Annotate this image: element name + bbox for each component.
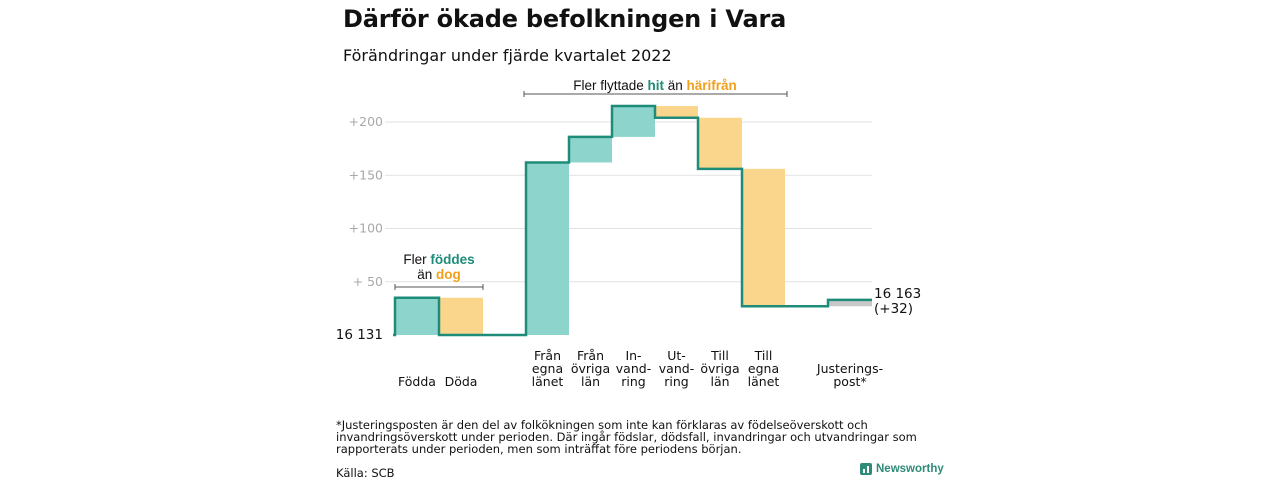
x-category-label: Till <box>754 348 773 363</box>
waterfall-bar <box>569 136 612 163</box>
x-category-label: egna <box>748 361 779 376</box>
chart-title: Därför ökade befolkningen i Vara <box>343 5 787 33</box>
y-tick-label: +100 <box>349 221 383 236</box>
brand-name: Newsworthy <box>876 463 944 475</box>
waterfall-bar <box>439 297 483 335</box>
x-category-label: Födda <box>398 374 436 389</box>
waterfall-bar <box>742 168 785 307</box>
waterfall-chart: + 50+100+150+200 Födda DödaFrånegnalänetF… <box>336 78 922 389</box>
births-annotation-line1: Fler föddes <box>403 252 474 267</box>
label-layer: Födda DödaFrånegnalänetFrånövrigalänIn-va… <box>336 286 922 389</box>
x-category-label: län <box>710 374 729 389</box>
x-category-label: In- <box>625 348 641 363</box>
waterfall-bar <box>655 106 698 118</box>
x-category-label: län <box>581 374 600 389</box>
births-annotation-line2: än dog <box>417 267 461 282</box>
x-category-label: vand- <box>659 361 694 376</box>
x-category-label: Döda <box>445 374 478 389</box>
x-category-label: egna <box>532 361 563 376</box>
line-layer <box>393 104 872 337</box>
y-tick-label: +150 <box>349 167 383 182</box>
x-category-label: Justerings- <box>816 361 883 376</box>
x-category-label: ring <box>621 374 645 389</box>
footnote: *Justeringsposten är den del av folkökni… <box>336 418 917 456</box>
chart-subtitle: Förändringar under fjärde kvartalet 2022 <box>343 46 672 65</box>
x-category-label: post* <box>833 374 866 389</box>
x-category-label: ring <box>664 374 688 389</box>
waterfall-bar <box>698 117 742 169</box>
migration-annotation: Fler flyttade hit än härifrån <box>573 78 737 93</box>
cumulative-step-line <box>393 104 872 337</box>
x-category-label: övriga <box>700 361 739 376</box>
bar-layer <box>395 106 872 335</box>
end-value-label: 16 163 <box>874 286 921 302</box>
y-tick-label: + 50 <box>353 274 383 289</box>
waterfall-bar <box>395 297 439 335</box>
y-tick-label: +200 <box>349 114 383 129</box>
waterfall-bar <box>828 299 872 307</box>
newsworthy-logo-icon <box>860 463 872 475</box>
waterfall-bar <box>526 162 569 335</box>
x-category-label: Från <box>534 348 561 363</box>
x-category-label: Från <box>577 348 604 363</box>
x-category-label: länet <box>532 374 564 389</box>
x-category-label: vand- <box>616 361 651 376</box>
x-category-label: länet <box>748 374 780 389</box>
x-category-label: Till <box>710 348 729 363</box>
x-category-label: Ut- <box>667 348 686 363</box>
brand-logo[interactable]: Newsworthy <box>860 463 944 475</box>
waterfall-bar <box>612 106 655 137</box>
start-value-label: 16 131 <box>336 327 383 343</box>
end-change-label: (+32) <box>874 301 913 317</box>
source-label: Källa: SCB <box>336 466 395 480</box>
x-category-label: övriga <box>571 361 610 376</box>
